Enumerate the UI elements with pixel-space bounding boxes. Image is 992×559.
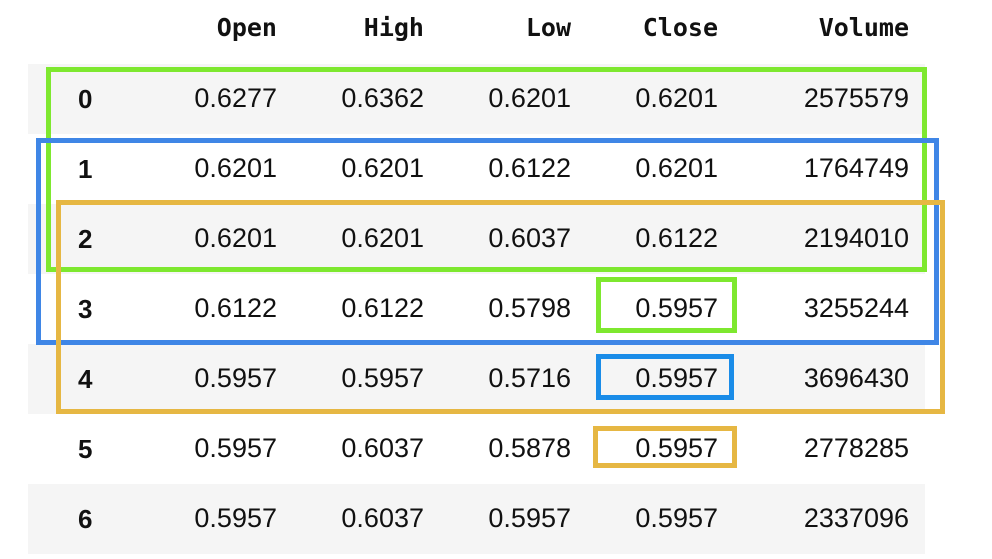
cell-volume: 1764749 xyxy=(803,153,909,183)
cell-low: 0.5716 xyxy=(488,363,571,393)
row-index: 4 xyxy=(78,364,93,394)
table-header: Open High Low Close Volume xyxy=(28,0,925,58)
cell-close: 0.6122 xyxy=(635,223,718,253)
table-row: 3 0.6122 0.6122 0.5798 0.5957 3255244 xyxy=(28,274,925,344)
column-header-close: Close xyxy=(642,13,718,42)
cell-volume: 2337096 xyxy=(803,503,909,533)
table-row: 2 0.6201 0.6201 0.6037 0.6122 2194010 xyxy=(28,204,925,274)
cell-volume: 3696430 xyxy=(803,363,909,393)
row-index: 0 xyxy=(78,84,93,114)
cell-open: 0.6201 xyxy=(194,153,277,183)
cell-close: 0.5957 xyxy=(635,503,718,533)
table-row: 0 0.6277 0.6362 0.6201 0.6201 2575579 xyxy=(28,64,925,134)
cell-low: 0.5878 xyxy=(488,433,571,463)
row-index: 3 xyxy=(78,294,93,324)
cell-high: 0.6037 xyxy=(341,503,424,533)
row-index: 1 xyxy=(78,154,93,184)
column-header-open: Open xyxy=(216,13,277,42)
cell-close: 0.6201 xyxy=(635,153,718,183)
cell-high: 0.6362 xyxy=(341,83,424,113)
column-header-volume: Volume xyxy=(818,13,909,42)
cell-low: 0.5798 xyxy=(488,293,571,323)
cell-volume: 2778285 xyxy=(803,433,909,463)
cell-open: 0.6277 xyxy=(194,83,277,113)
table-row: 4 0.5957 0.5957 0.5716 0.5957 3696430 xyxy=(28,344,925,414)
cell-high: 0.6122 xyxy=(341,293,424,323)
cell-open: 0.5957 xyxy=(194,503,277,533)
cell-high: 0.5957 xyxy=(341,363,424,393)
cell-close: 0.5957 xyxy=(635,363,718,393)
cell-open: 0.6201 xyxy=(194,223,277,253)
cell-high: 0.6201 xyxy=(341,153,424,183)
column-header-high: High xyxy=(363,13,424,42)
cell-open: 0.5957 xyxy=(194,363,277,393)
cell-volume: 2194010 xyxy=(803,223,909,253)
cell-open: 0.5957 xyxy=(194,433,277,463)
cell-low: 0.5957 xyxy=(488,503,571,533)
cell-low: 0.6037 xyxy=(488,223,571,253)
row-index: 2 xyxy=(78,224,93,254)
row-index: 6 xyxy=(78,504,93,534)
cell-low: 0.6122 xyxy=(488,153,571,183)
row-index: 5 xyxy=(78,434,93,464)
cell-close: 0.5957 xyxy=(635,433,718,463)
cell-close: 0.6201 xyxy=(635,83,718,113)
cell-low: 0.6201 xyxy=(488,83,571,113)
cell-volume: 3255244 xyxy=(803,293,909,323)
cell-open: 0.6122 xyxy=(194,293,277,323)
table-row: 1 0.6201 0.6201 0.6122 0.6201 1764749 xyxy=(28,134,925,204)
cell-close: 0.5957 xyxy=(635,293,718,323)
cell-high: 0.6201 xyxy=(341,223,424,253)
table-row: 5 0.5957 0.6037 0.5878 0.5957 2778285 xyxy=(28,414,925,484)
table-row: 6 0.5957 0.6037 0.5957 0.5957 2337096 xyxy=(28,484,925,554)
cell-high: 0.6037 xyxy=(341,433,424,463)
column-header-low: Low xyxy=(525,13,571,42)
cell-volume: 2575579 xyxy=(803,83,909,113)
